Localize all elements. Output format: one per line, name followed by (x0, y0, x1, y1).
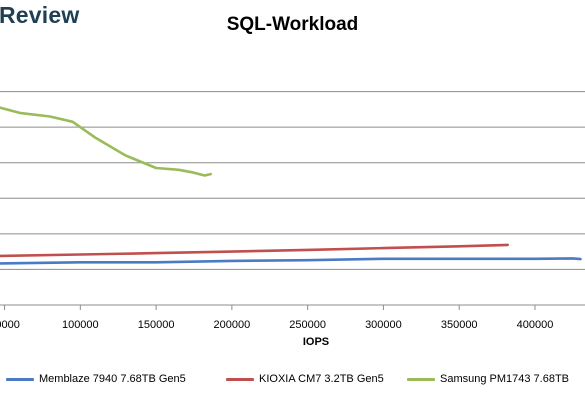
legend-label-memblaze: Memblaze 7940 7.68TB Gen5 (39, 373, 186, 385)
legend-swatch-memblaze (6, 377, 34, 381)
legend-swatch-samsung (407, 377, 435, 381)
series-line-2 (0, 106, 212, 177)
legend-item-kioxia: KIOXIA CM7 3.2TB Gen5 (226, 373, 384, 385)
series-line-0 (0, 257, 582, 265)
x-tick-label: 400000 (517, 319, 554, 331)
x-tick-label: 350000 (441, 319, 478, 331)
x-tick-label: 150000 (138, 319, 175, 331)
legend-label-samsung: Samsung PM1743 7.68TB (440, 373, 570, 385)
chart-legend: Memblaze 7940 7.68TB Gen5 KIOXIA CM7 3.2… (0, 373, 585, 391)
x-tick-label: 200000 (214, 319, 251, 331)
x-tick-label: 300000 (365, 319, 402, 331)
x-tick-label: 50000 (0, 319, 20, 331)
brand-logo-text: Review (0, 2, 80, 28)
chart-title: SQL-Workload (226, 14, 359, 35)
legend-item-memblaze: Memblaze 7940 7.68TB Gen5 (6, 373, 186, 385)
x-axis-title: IOPS (302, 336, 330, 348)
legend-item-samsung: Samsung PM1743 7.68TB (407, 373, 569, 385)
x-tick-label: 250000 (289, 319, 326, 331)
legend-label-kioxia: KIOXIA CM7 3.2TB Gen5 (259, 373, 384, 385)
legend-swatch-kioxia (226, 377, 254, 381)
series-line-1 (0, 243, 510, 258)
x-tick-label: 100000 (62, 319, 99, 331)
